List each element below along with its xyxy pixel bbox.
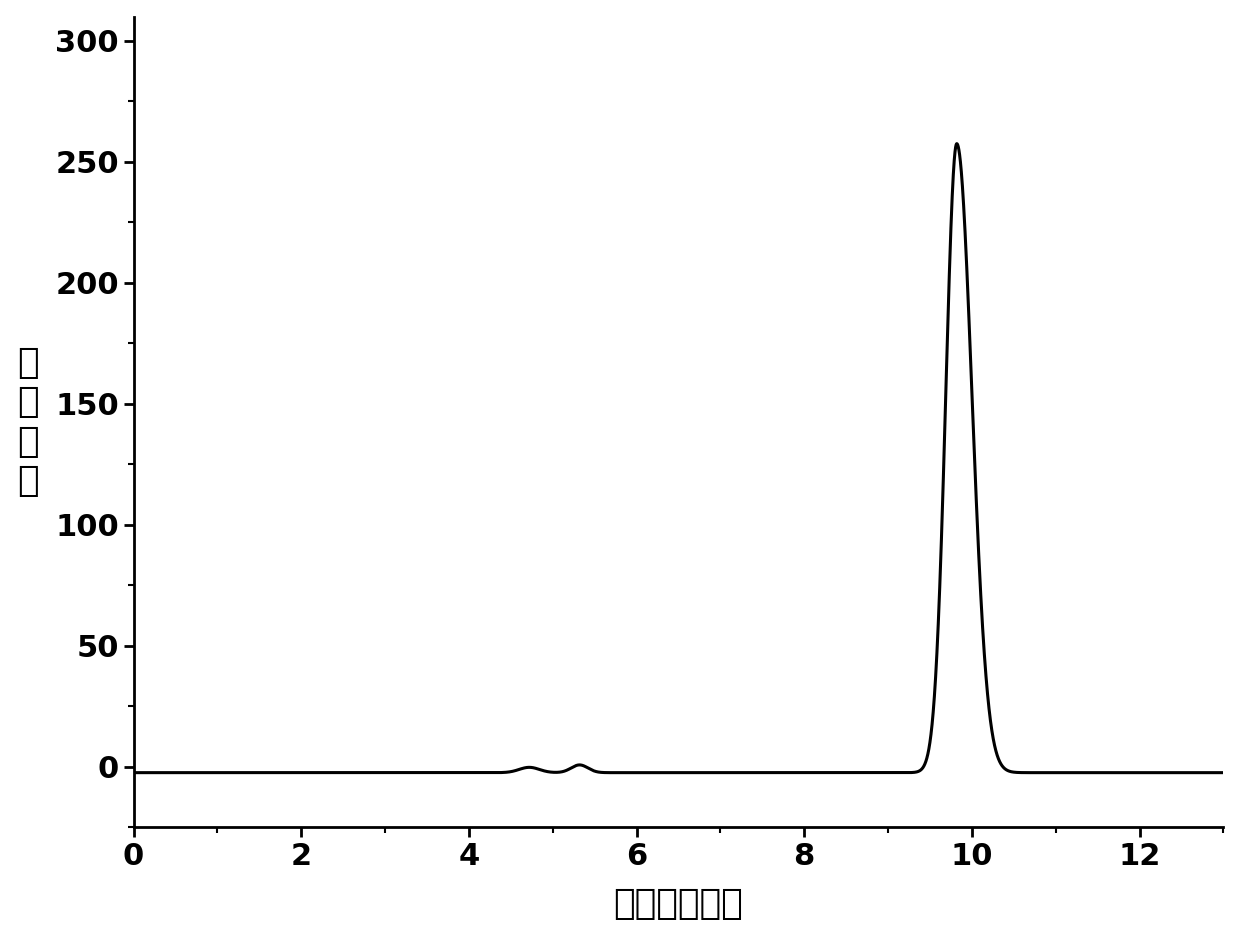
Y-axis label: 毫
吸
光
值: 毫 吸 光 值 — [16, 346, 38, 498]
X-axis label: 时间（分钟）: 时间（分钟） — [614, 887, 743, 921]
